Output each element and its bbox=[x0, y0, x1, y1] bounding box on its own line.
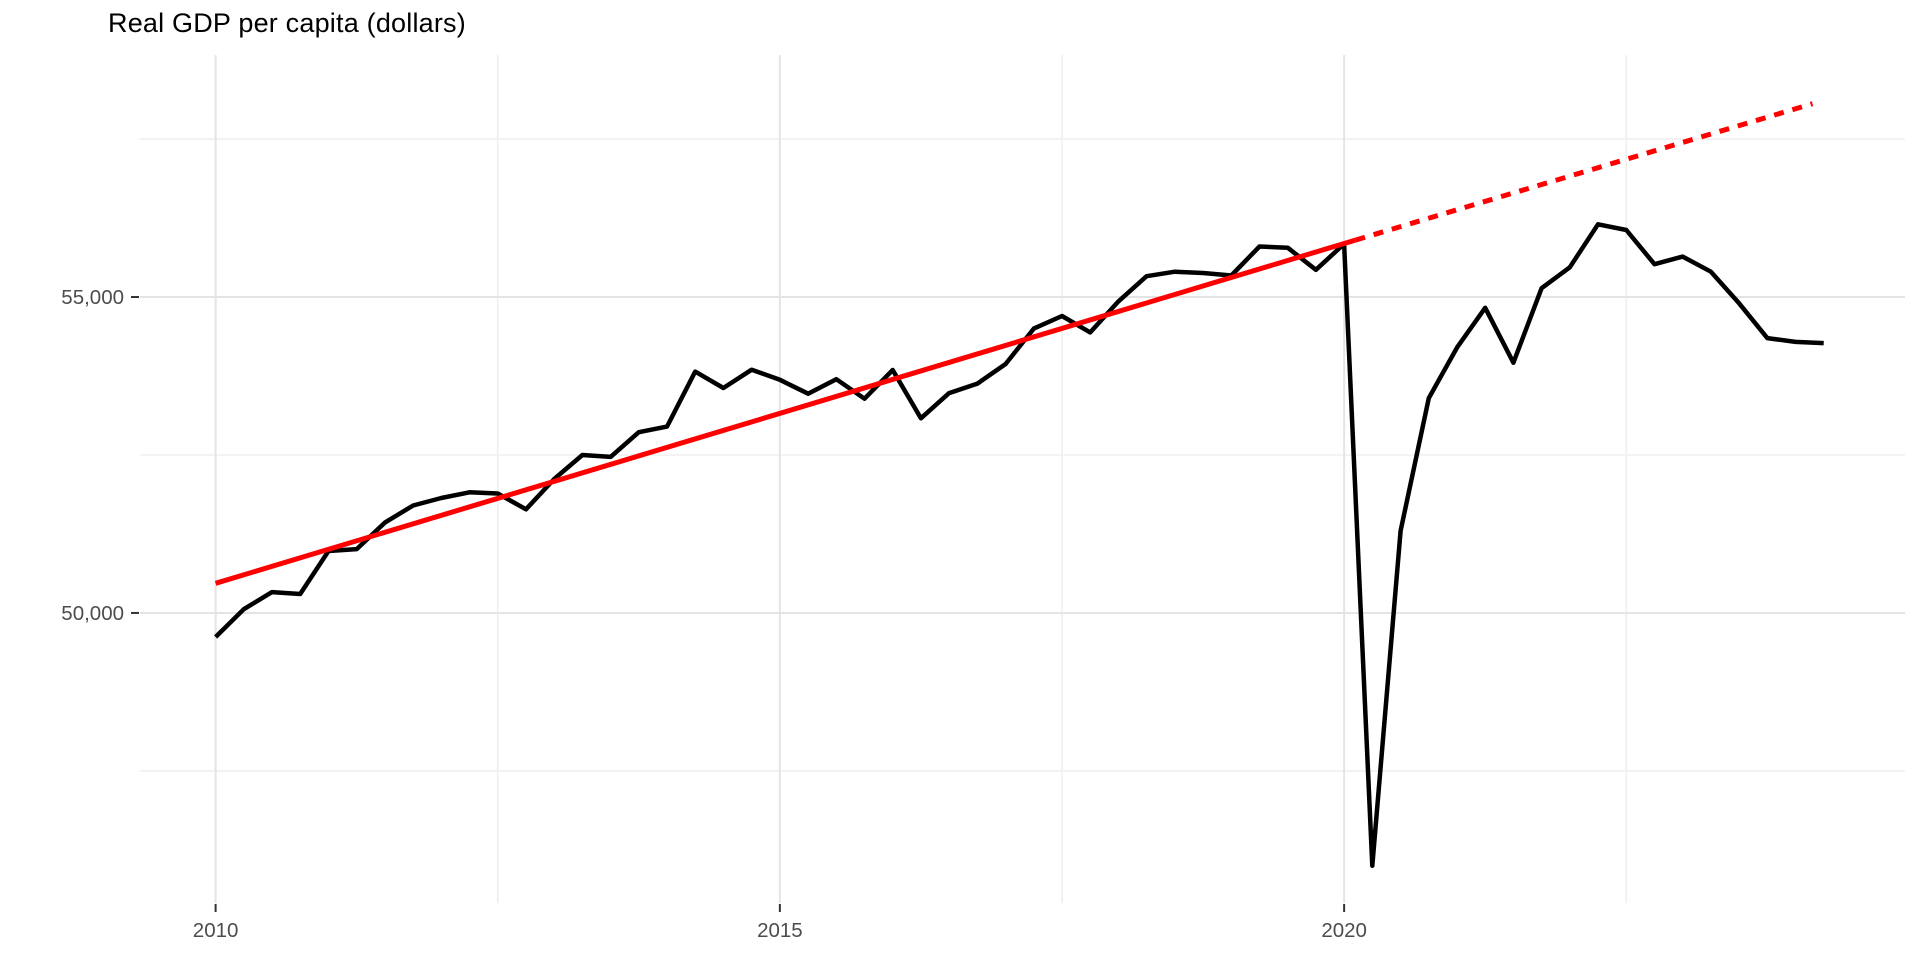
pre-pandemic-trend-line bbox=[214, 237, 1357, 586]
data-series-layer bbox=[214, 101, 1824, 868]
y-axis-label: 55,000 bbox=[61, 286, 124, 309]
minor-gridlines bbox=[140, 55, 1905, 903]
x-axis-label: 2020 bbox=[1321, 919, 1367, 942]
chart-title: Real GDP per capita (dollars) bbox=[108, 8, 466, 38]
x-axis-label: 2015 bbox=[757, 919, 803, 942]
major-gridlines bbox=[140, 55, 1905, 903]
real-gdp-per-capita-actual-line bbox=[214, 222, 1824, 868]
x-axis-label: 2010 bbox=[193, 919, 239, 942]
axis-labels: 2010 2015 2020 50,000 55,000 bbox=[61, 286, 1367, 942]
trend-projection-line bbox=[1354, 101, 1814, 243]
axis-ticks bbox=[131, 296, 1346, 912]
y-axis-label: 50,000 bbox=[61, 602, 124, 625]
